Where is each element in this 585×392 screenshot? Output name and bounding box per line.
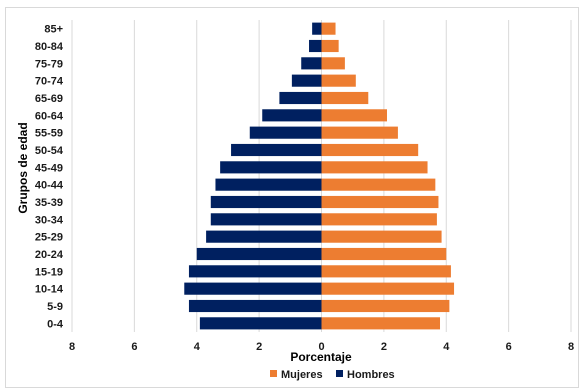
bar-hombres-60-64 (262, 109, 322, 122)
bar-mujeres-15-19 (321, 265, 451, 278)
bar-mujeres-70-74 (321, 74, 356, 87)
bar-mujeres-5-9 (321, 299, 450, 313)
bar-mujeres-20-24 (321, 247, 447, 261)
bar-mujeres-45-49 (321, 161, 428, 174)
bar-mujeres-75-79 (321, 57, 345, 70)
bar-hombres-20-24 (196, 247, 322, 261)
x-axis-title: Porcentaje (290, 350, 352, 364)
x-tick-label: 6 (506, 341, 512, 353)
bar-hombres-15-19 (188, 265, 322, 278)
y-axis-title: Grupos de edad (16, 122, 30, 213)
legend-swatch-hombres (336, 370, 343, 377)
bar-hombres-40-44 (215, 178, 322, 191)
x-tick-label: 0 (318, 341, 324, 353)
bar-hombres-0-4 (199, 317, 322, 330)
y-tick-label-75-79: 75-79 (35, 58, 63, 70)
y-tick-label-60-64: 60-64 (35, 110, 64, 122)
x-tick-label: 4 (194, 341, 201, 353)
legend-swatch-mujeres (270, 370, 277, 377)
bar-mujeres-55-59 (321, 126, 398, 139)
bar-hombres-65-69 (279, 91, 322, 105)
x-tick-label: 6 (131, 341, 137, 353)
x-tick-label: 8 (69, 341, 75, 353)
bar-mujeres-35-39 (321, 195, 439, 209)
bar-mujeres-40-44 (321, 178, 436, 191)
x-tick-labels: 8 6 4 2 0 2 4 6 8 (69, 341, 574, 353)
y-tick-labels: 0-4 5-9 10-14 15-19 20-24 25-29 30-34 35-39 40-4… (35, 24, 64, 331)
bar-mujeres-85 (321, 22, 336, 35)
x-tick-label: 2 (256, 341, 262, 353)
legend: Mujeres Hombres (270, 369, 395, 381)
bar-hombres-55-59 (249, 126, 322, 139)
gridlines (71, 20, 572, 332)
y-tick-label-25-29: 25-29 (35, 232, 63, 244)
legend-label-mujeres: Mujeres (281, 369, 323, 381)
bar-mujeres-80-84 (321, 39, 339, 53)
y-tick-label-40-44: 40-44 (35, 180, 64, 192)
x-tick-label: 8 (568, 341, 574, 353)
bar-mujeres-50-54 (321, 143, 419, 157)
x-tick-label: 2 (381, 341, 387, 353)
bar-hombres-35-39 (210, 195, 322, 209)
bars (184, 22, 455, 330)
y-tick-label-85: 85+ (44, 24, 63, 36)
bar-mujeres-0-4 (321, 317, 441, 330)
bar-mujeres-10-14 (321, 282, 455, 295)
bar-hombres-85 (312, 22, 322, 35)
y-tick-label-0-4: 0-4 (47, 318, 64, 330)
y-tick-label-30-34: 30-34 (35, 214, 64, 226)
bar-hombres-75-79 (301, 57, 322, 70)
y-tick-label-10-14: 10-14 (35, 284, 64, 296)
bar-hombres-25-29 (206, 230, 322, 243)
y-tick-label-20-24: 20-24 (35, 249, 64, 261)
bar-mujeres-25-29 (321, 230, 442, 243)
bar-hombres-10-14 (184, 282, 322, 295)
legend-label-hombres: Hombres (347, 369, 395, 381)
x-tick-label: 4 (443, 341, 450, 353)
y-tick-label-50-54: 50-54 (35, 145, 64, 157)
bar-hombres-5-9 (188, 299, 322, 313)
bar-hombres-70-74 (291, 74, 322, 87)
bar-hombres-45-49 (220, 161, 322, 174)
y-tick-label-5-9: 5-9 (47, 301, 63, 313)
y-tick-label-15-19: 15-19 (35, 266, 63, 278)
y-tick-label-45-49: 45-49 (35, 162, 63, 174)
bar-hombres-80-84 (309, 39, 322, 53)
y-tick-label-70-74: 70-74 (35, 76, 64, 88)
y-tick-label-65-69: 65-69 (35, 93, 63, 105)
y-tick-label-55-59: 55-59 (35, 128, 63, 140)
bar-mujeres-65-69 (321, 91, 369, 105)
y-tick-label-35-39: 35-39 (35, 197, 63, 209)
bar-mujeres-30-34 (321, 213, 437, 226)
bar-mujeres-60-64 (321, 109, 387, 122)
bar-hombres-30-34 (210, 213, 322, 226)
bar-hombres-50-54 (231, 143, 322, 157)
y-tick-label-80-84: 80-84 (35, 41, 64, 53)
